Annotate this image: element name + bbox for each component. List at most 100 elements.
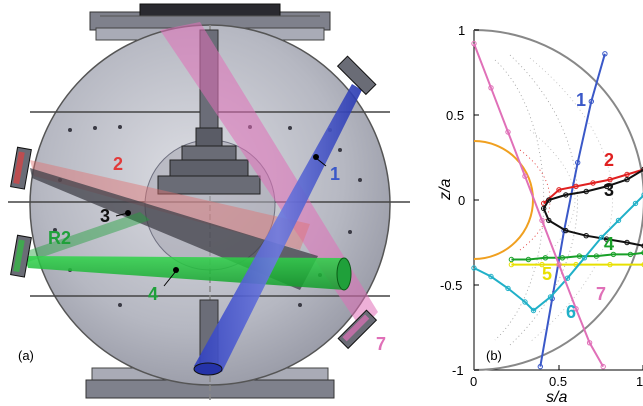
chord-1-beam-end (193, 362, 223, 376)
chord-point-4 (559, 255, 566, 261)
chord-point-4 (525, 256, 532, 263)
chord-point-3 (583, 233, 589, 239)
panel-a-chord-label-4: 4 (148, 284, 158, 304)
port-upper-right (336, 55, 377, 96)
chord-line-3 (542, 168, 643, 247)
chord-point-6 (547, 294, 554, 300)
chord-point-2 (590, 180, 596, 186)
panel-b-chord-label-5: 5 (542, 264, 552, 284)
x-tick-1: 1 (636, 374, 643, 389)
chord-r2-beam (24, 212, 150, 262)
y-axis-label: z/a (437, 179, 454, 201)
chord-line-4 (511, 251, 643, 261)
panel-a-chord-label-2: 2 (113, 154, 123, 174)
x-axis-label: s/a (546, 389, 567, 406)
chord-2-beam (30, 160, 310, 250)
chord-point-5 (508, 261, 515, 268)
chord-lines (471, 40, 643, 370)
chord-point-7 (573, 306, 579, 312)
chord-point-4 (627, 251, 634, 258)
chord-point-3 (541, 205, 547, 212)
chord-point-5 (539, 261, 545, 268)
y-tick-neg1: -1 (452, 363, 464, 378)
vessel-boundary (473, 29, 643, 371)
chord-4-beam-end (336, 257, 352, 291)
panel-b: 1 0.5 0 -0.5 -1 0 0.5 1 s/a z/a (b) 1 2 … (437, 23, 643, 406)
chord-point-1 (588, 98, 594, 105)
panel-a-chord-label-3: 3 (100, 206, 110, 226)
port-left-lower (10, 234, 32, 278)
panel-b-label: (b) (486, 348, 502, 363)
chord-point-3 (641, 243, 643, 249)
chord-point-7 (471, 40, 477, 47)
chord-point-7 (539, 217, 545, 224)
chord-line-1 (539, 53, 606, 367)
panel-b-chord-label-3: 3 (604, 180, 614, 200)
chord-1-beam (194, 84, 362, 372)
chord-point-4 (576, 253, 583, 259)
panel-b-chord-label-1: 1 (576, 90, 586, 110)
ticks (474, 29, 643, 371)
chord-line-7 (473, 43, 605, 368)
chord-point-5 (641, 262, 643, 268)
leader-lines (115, 157, 327, 287)
chord-point-6 (530, 307, 537, 314)
field-lines (494, 54, 613, 346)
chord-point-3 (583, 188, 589, 195)
y-tick-1: 1 (458, 23, 465, 38)
chord-point-5 (607, 261, 613, 268)
chord-point-3 (563, 227, 569, 234)
panel-a-chord-label-r2: R2 (48, 228, 71, 248)
panel-b-chord-label-6: 6 (566, 302, 576, 322)
chord-point-2 (607, 176, 613, 183)
x-tick-0.5: 0.5 (549, 374, 567, 389)
chord-point-7 (586, 340, 593, 346)
chord-point-4 (508, 256, 515, 263)
chord-point-3 (546, 217, 552, 224)
chord-point-1 (602, 51, 608, 57)
chord-point-2 (556, 187, 562, 193)
panel-a-label: (a) (18, 348, 34, 363)
chord-point-2 (573, 183, 579, 190)
chord-point-4 (542, 255, 549, 261)
panel-a: 1 2 3 4 7 R2 (a) (8, 3, 410, 400)
panel-b-chord-label-4: 4 (604, 234, 614, 254)
chord-point-7 (556, 261, 562, 268)
chord-point-3 (563, 192, 569, 198)
port-lower-right (337, 309, 378, 350)
chord-point-6 (488, 273, 494, 280)
chord-point-3 (546, 197, 552, 203)
panel-b-chord-label-2: 2 (604, 150, 614, 170)
y-tick-neg0.5: -0.5 (440, 278, 462, 293)
chord-point-2 (624, 171, 630, 178)
chord-point-7 (488, 85, 494, 91)
panel-a-chord-label-1: 1 (330, 164, 340, 184)
chord-point-3 (641, 166, 643, 172)
y-tick-0: 0 (458, 193, 465, 208)
chord-point-1 (575, 159, 581, 166)
chord-point-7 (600, 363, 606, 370)
x-tick-0: 0 (470, 374, 477, 389)
chord-point-3 (624, 176, 630, 183)
chord-point-6 (632, 200, 639, 207)
y-tick-0.5: 0.5 (446, 108, 464, 123)
inner-boundary (473, 140, 534, 260)
chord-point-6 (471, 265, 477, 271)
chord-line-2 (543, 168, 643, 205)
chord-point-4 (593, 253, 600, 259)
panel-a-chord-label-7: 7 (376, 334, 386, 354)
port-left-upper (10, 146, 32, 190)
chord-point-7 (522, 173, 528, 179)
chord-point-3 (603, 183, 610, 190)
chord-point-6 (581, 255, 588, 261)
panel-b-chord-label-7: 7 (596, 284, 606, 304)
chord-point-6 (615, 217, 622, 224)
chord-line-6 (473, 194, 643, 312)
chord-point-7 (505, 129, 511, 135)
chord-markers (125, 154, 319, 273)
chord-point-6 (641, 192, 643, 198)
chord-point-3 (624, 239, 630, 246)
chord-point-1 (537, 363, 543, 370)
chord-7-beam (160, 22, 378, 330)
